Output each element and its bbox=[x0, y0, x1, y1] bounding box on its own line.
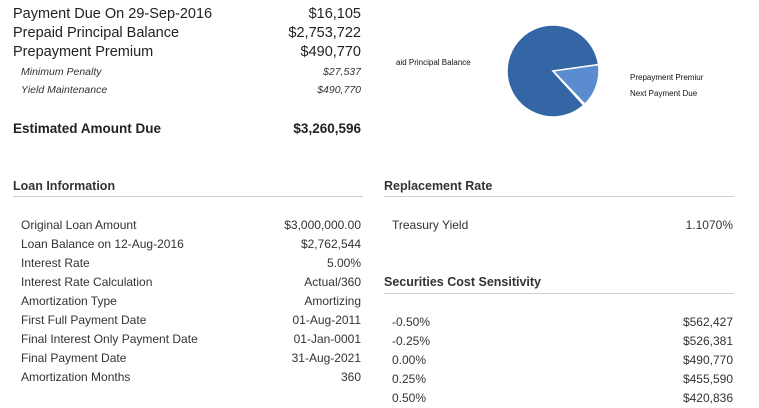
loan-row-value: 31-Aug-2021 bbox=[291, 351, 361, 365]
payment-pie-chart: aid Principal Balance Prepayment Premiur… bbox=[380, 10, 759, 130]
replacement-rate-divider bbox=[384, 196, 734, 197]
sensitivity-row-label: 0.00% bbox=[392, 353, 427, 367]
loan-information-title: Loan Information bbox=[13, 179, 116, 193]
loan-row-label: Interest Rate bbox=[21, 256, 90, 270]
sensitivity-row-value: $490,770 bbox=[682, 353, 733, 367]
summary-label-yield-maintenance: Yield Maintenance bbox=[21, 84, 108, 96]
summary-value-payment-due: $16,105 bbox=[308, 6, 361, 22]
pie-label-prepayment: Prepayment Premiur bbox=[630, 73, 704, 82]
loan-row-label: Final Payment Date bbox=[21, 351, 127, 365]
loan-row-label: Amortization Months bbox=[21, 370, 131, 384]
loan-row-value: $3,000,000.00 bbox=[284, 218, 361, 232]
loan-row-value: 01-Aug-2011 bbox=[292, 313, 362, 327]
sensitivity-row-label: 0.50% bbox=[392, 391, 427, 405]
summary-label-payment-due: Payment Due On 29-Sep-2016 bbox=[13, 6, 213, 22]
summary-value-prepayment-premium: $490,770 bbox=[300, 44, 361, 60]
sensitivity-row-label: -0.50% bbox=[392, 315, 431, 329]
summary-label-minimum-penalty: Minimum Penalty bbox=[21, 66, 102, 78]
loan-row-label: Loan Balance on 12-Aug-2016 bbox=[21, 237, 184, 251]
sensitivity-divider bbox=[384, 293, 734, 294]
sensitivity-row-value: $455,590 bbox=[682, 372, 733, 386]
summary-value-minimum-penalty: $27,537 bbox=[323, 66, 361, 78]
loan-row-label: Final Interest Only Payment Date bbox=[21, 332, 198, 346]
loan-row-value: 01-Jan-0001 bbox=[293, 332, 361, 346]
replacement-rate-title: Replacement Rate bbox=[384, 179, 493, 193]
estimated-amount-due-value: $3,260,596 bbox=[293, 121, 361, 136]
summary-label-prepaid-principal: Prepaid Principal Balance bbox=[13, 25, 180, 41]
sensitivity-row-value: $420,836 bbox=[682, 391, 733, 405]
sensitivity-title: Securities Cost Sensitivity bbox=[384, 275, 542, 289]
treasury-yield-value: 1.1070% bbox=[685, 218, 733, 232]
summary-value-yield-maintenance: $490,770 bbox=[317, 84, 361, 96]
summary-label-prepayment-premium: Prepayment Premium bbox=[13, 44, 154, 60]
pie-label-next-payment: Next Payment Due bbox=[630, 89, 698, 98]
loan-information-divider bbox=[13, 196, 363, 197]
summary-value-prepaid-principal: $2,753,722 bbox=[288, 25, 361, 41]
loan-row-label: First Full Payment Date bbox=[21, 313, 147, 327]
pie-svg bbox=[506, 24, 600, 118]
loan-row-value: Actual/360 bbox=[304, 275, 361, 289]
loan-row-label: Interest Rate Calculation bbox=[21, 275, 153, 289]
sensitivity-row-label: -0.25% bbox=[392, 334, 431, 348]
sensitivity-row-value: $562,427 bbox=[682, 315, 733, 329]
pie-slice-next-payment bbox=[552, 70, 586, 107]
estimated-amount-due-label: Estimated Amount Due bbox=[13, 121, 162, 136]
loan-row-value: 5.00% bbox=[326, 256, 361, 270]
sensitivity-row-value: $526,381 bbox=[682, 334, 733, 348]
loan-row-label: Original Loan Amount bbox=[21, 218, 137, 232]
pie-label-principal: aid Principal Balance bbox=[396, 58, 471, 67]
loan-row-label: Amortization Type bbox=[21, 294, 117, 308]
treasury-yield-label: Treasury Yield bbox=[392, 218, 469, 232]
sensitivity-row-label: 0.25% bbox=[392, 372, 427, 386]
loan-row-value: Amortizing bbox=[304, 294, 361, 308]
loan-row-value: $2,762,544 bbox=[300, 237, 361, 251]
loan-row-value: 360 bbox=[340, 370, 361, 384]
